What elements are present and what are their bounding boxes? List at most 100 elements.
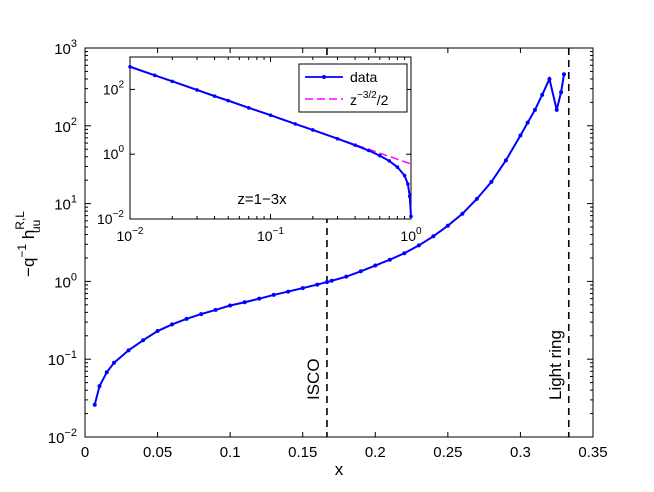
main-series-point <box>416 243 421 248</box>
y-label-sup: R,L <box>13 211 27 230</box>
main-series-point <box>387 257 392 262</box>
main-series-point <box>271 292 276 297</box>
inset-data-point <box>395 165 400 169</box>
main-series-point <box>315 282 320 287</box>
main-series-point <box>547 76 552 81</box>
y-tick-label: 10−2 <box>48 427 77 447</box>
main-series-point <box>324 280 329 285</box>
inset-data-point <box>226 98 231 103</box>
main-series-point <box>228 303 233 308</box>
main-series-point <box>402 251 407 256</box>
main-series-point <box>104 370 109 375</box>
main-series-point <box>460 211 465 216</box>
legend-reference-label: z−3/2/2 <box>350 90 389 108</box>
y-tick-label: 10−1 <box>48 349 77 369</box>
inset-legend-box <box>298 63 408 113</box>
main-series-point <box>170 322 175 327</box>
y-tick-label: 102 <box>54 116 77 136</box>
main-plot-frame <box>84 47 594 438</box>
inset-y-tick-label: 100 <box>103 144 125 162</box>
vline-label-0: ISCO <box>304 358 323 400</box>
main-series-point <box>300 286 305 291</box>
main-series-point <box>257 296 262 301</box>
main-x-axis-label: x <box>335 460 344 479</box>
main-series-point <box>554 107 559 112</box>
main-series-point <box>242 300 247 305</box>
inset-data-point <box>152 73 157 78</box>
x-tick-label: 0 <box>81 444 89 461</box>
x-tick-label: 0.2 <box>365 444 386 461</box>
inset-data-point <box>409 214 413 219</box>
x-tick-label: 0.1 <box>220 444 241 461</box>
inset-data-point <box>335 136 340 141</box>
main-series-point <box>92 402 97 407</box>
inset-annotation: z=1−3x <box>237 191 287 208</box>
main-series-point <box>532 107 537 112</box>
inset-data-point <box>406 182 410 186</box>
x-tick-label: 0.15 <box>288 444 317 461</box>
inset-y-tick-label: 10−2 <box>97 209 124 227</box>
x-tick-label: 0.3 <box>510 444 531 461</box>
x-tick-label: 0.25 <box>433 444 462 461</box>
main-y-axis-label: −q−1 hR,L uu <box>13 211 43 277</box>
y-label-h: h <box>19 230 38 244</box>
inset-data-point <box>402 173 407 178</box>
inset-data-point <box>212 94 217 98</box>
inset-x-tick-label: 10−2 <box>117 226 144 244</box>
main-series-point <box>489 179 494 184</box>
inset-data-point <box>170 79 175 84</box>
main-series-point <box>112 360 117 365</box>
y-label-sub: uu <box>29 220 43 233</box>
inset-y-tick-label: 102 <box>103 79 125 97</box>
main-series-point <box>503 158 508 163</box>
inset-x-tick-label: 100 <box>400 226 422 244</box>
inset-data-line <box>129 65 412 217</box>
y-tick-label: 103 <box>54 38 77 58</box>
main-series-point <box>199 312 204 317</box>
main-series-point <box>540 92 545 97</box>
main-series-point <box>518 133 523 138</box>
y-tick-label: 100 <box>54 271 77 291</box>
inset-data-point <box>293 122 298 126</box>
legend-data-marker <box>322 75 326 79</box>
inset-data-point <box>387 159 392 163</box>
vline-label-1: Light ring <box>546 330 565 400</box>
inset-data-point <box>128 64 132 69</box>
main-series-point <box>373 263 378 268</box>
main-series-point <box>329 278 334 283</box>
x-tick-label: 0.05 <box>143 444 172 461</box>
main-series-point <box>155 329 160 334</box>
main-series-point <box>184 316 189 321</box>
main-series-point <box>561 72 566 77</box>
y-tick-label: 101 <box>54 194 77 214</box>
legend-data-label: data <box>350 69 377 85</box>
main-series-point <box>213 307 218 312</box>
main-series-point <box>445 223 450 228</box>
inset-data-point <box>246 106 251 110</box>
main-series-point <box>431 234 436 239</box>
inset-data-point <box>268 113 273 117</box>
inset-data-point <box>353 143 357 147</box>
main-series-point <box>525 120 530 125</box>
main-series-point <box>474 196 479 201</box>
main-series-point <box>344 274 349 279</box>
main-plot: 0 0.05 0.1 0.15 0.2 0.25 0.3 0.35 10−2 10−1 100 101… <box>48 38 608 461</box>
main-series-point <box>559 90 564 95</box>
main-series-point <box>286 289 291 294</box>
inset-data-point <box>310 128 315 132</box>
y-label-exp: −1 <box>15 244 29 258</box>
main-series-point <box>126 348 131 353</box>
inset-data-point <box>195 88 199 92</box>
inset-data-point <box>366 148 371 153</box>
main-series-point <box>97 384 102 389</box>
main-series-line <box>93 74 565 405</box>
main-series-point <box>358 269 363 274</box>
x-tick-label: 0.35 <box>578 444 607 461</box>
inset-x-tick-label: 10−1 <box>257 226 284 244</box>
inset-data-point <box>407 194 412 199</box>
inset-data-point <box>378 153 382 158</box>
main-series-point <box>141 338 146 343</box>
inset-plot: 10−2 10−1 100 10−2 100 102 z=1−3x data z−3/2/2 <box>97 56 422 244</box>
